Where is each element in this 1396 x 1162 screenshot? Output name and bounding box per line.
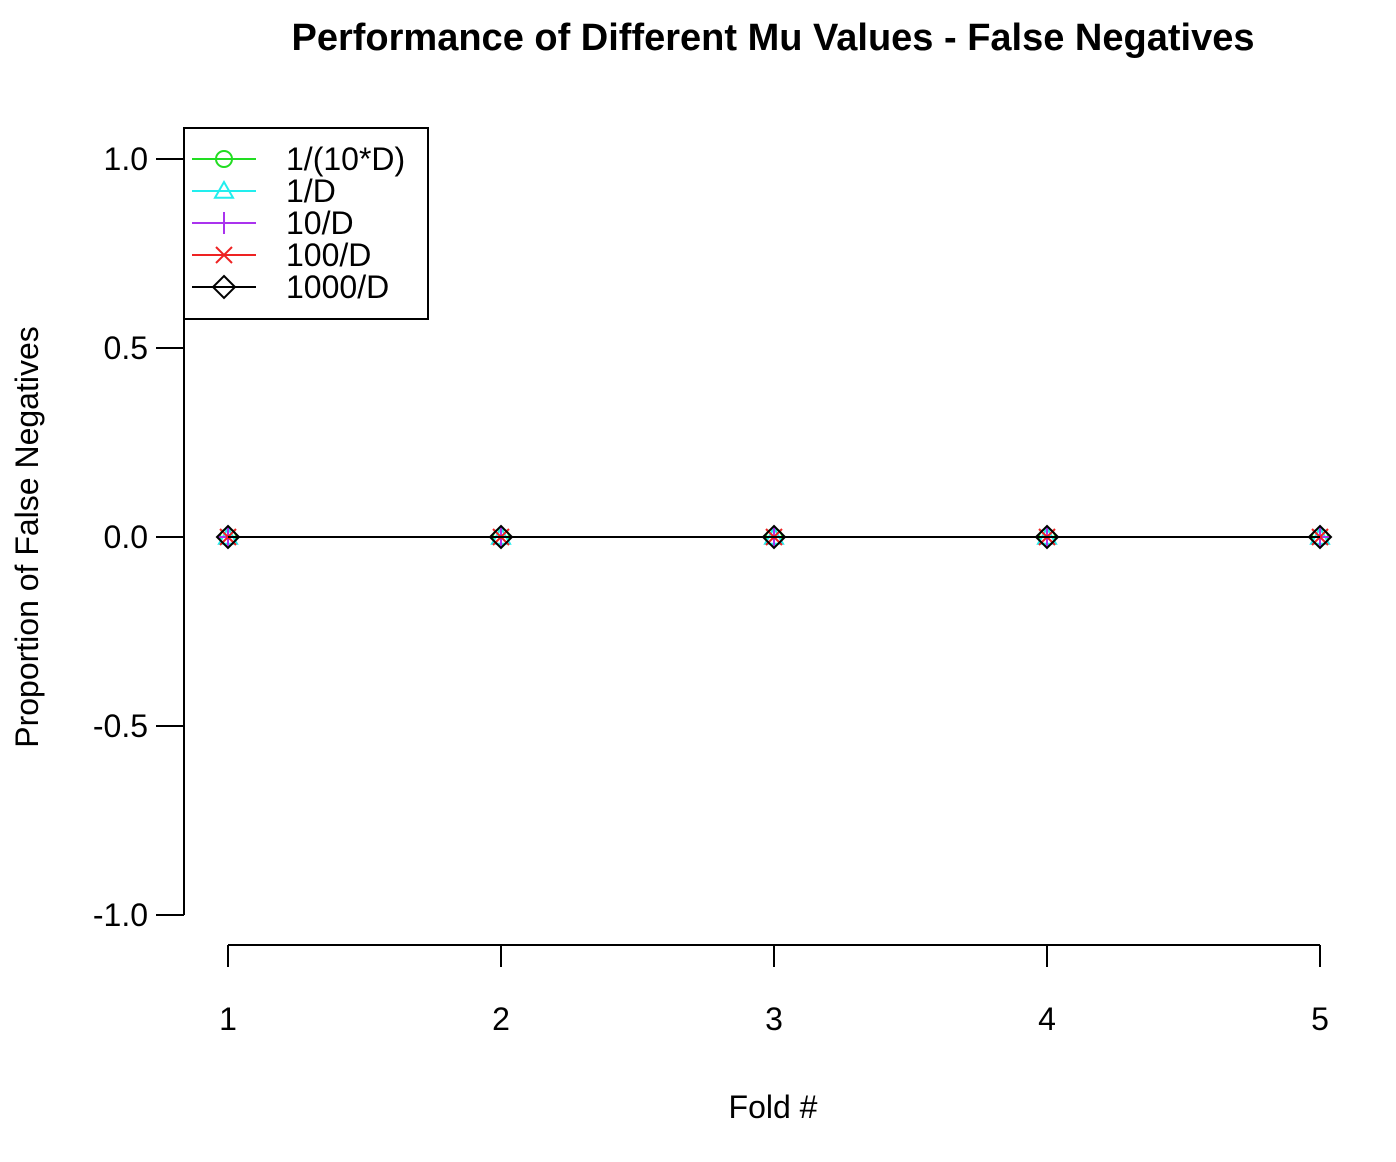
legend-label: 1/(10*D) xyxy=(286,141,405,177)
x-tick-label: 4 xyxy=(1038,1001,1056,1037)
data-point xyxy=(488,524,514,550)
series-4 xyxy=(215,524,1333,550)
legend-item: 10/D xyxy=(192,205,354,241)
y-tick-label: -1.0 xyxy=(93,897,148,933)
y-axis: -1.0 -0.5 0.0 0.5 1.0 xyxy=(93,141,185,933)
x-axis: 1 2 3 4 5 xyxy=(219,944,1329,1037)
legend-marker xyxy=(215,246,233,264)
legend-label: 1000/D xyxy=(286,269,389,305)
data-point xyxy=(1034,524,1060,550)
data-point xyxy=(215,524,241,550)
data-point xyxy=(1307,524,1333,550)
legend-marker xyxy=(213,212,235,234)
y-tick-label: 0.0 xyxy=(104,519,148,555)
legend-label: 10/D xyxy=(286,205,354,241)
x-tick-label: 1 xyxy=(219,1001,237,1037)
x-tick-label: 5 xyxy=(1311,1001,1329,1037)
y-tick-label: -0.5 xyxy=(93,708,148,744)
legend-item: 1/D xyxy=(192,173,336,209)
x-tick-label: 2 xyxy=(492,1001,510,1037)
legend-label: 100/D xyxy=(286,237,371,273)
y-tick-label: 0.5 xyxy=(104,330,148,366)
x-axis-label: Fold # xyxy=(729,1089,818,1125)
legend-marker xyxy=(213,179,235,199)
series-layer xyxy=(215,524,1333,550)
legend-label: 1/D xyxy=(286,173,336,209)
legend-marker xyxy=(215,150,233,168)
legend-marker xyxy=(211,274,237,300)
chart-title: Performance of Different Mu Values - Fal… xyxy=(292,17,1255,59)
x-tick-label: 3 xyxy=(765,1001,783,1037)
legend-item: 100/D xyxy=(192,237,371,273)
y-axis-label: Proportion of False Negatives xyxy=(9,326,45,748)
legend-item: 1000/D xyxy=(192,269,389,305)
legend-item: 1/(10*D) xyxy=(192,141,405,177)
data-point xyxy=(761,524,787,550)
y-tick-label: 1.0 xyxy=(104,141,148,177)
